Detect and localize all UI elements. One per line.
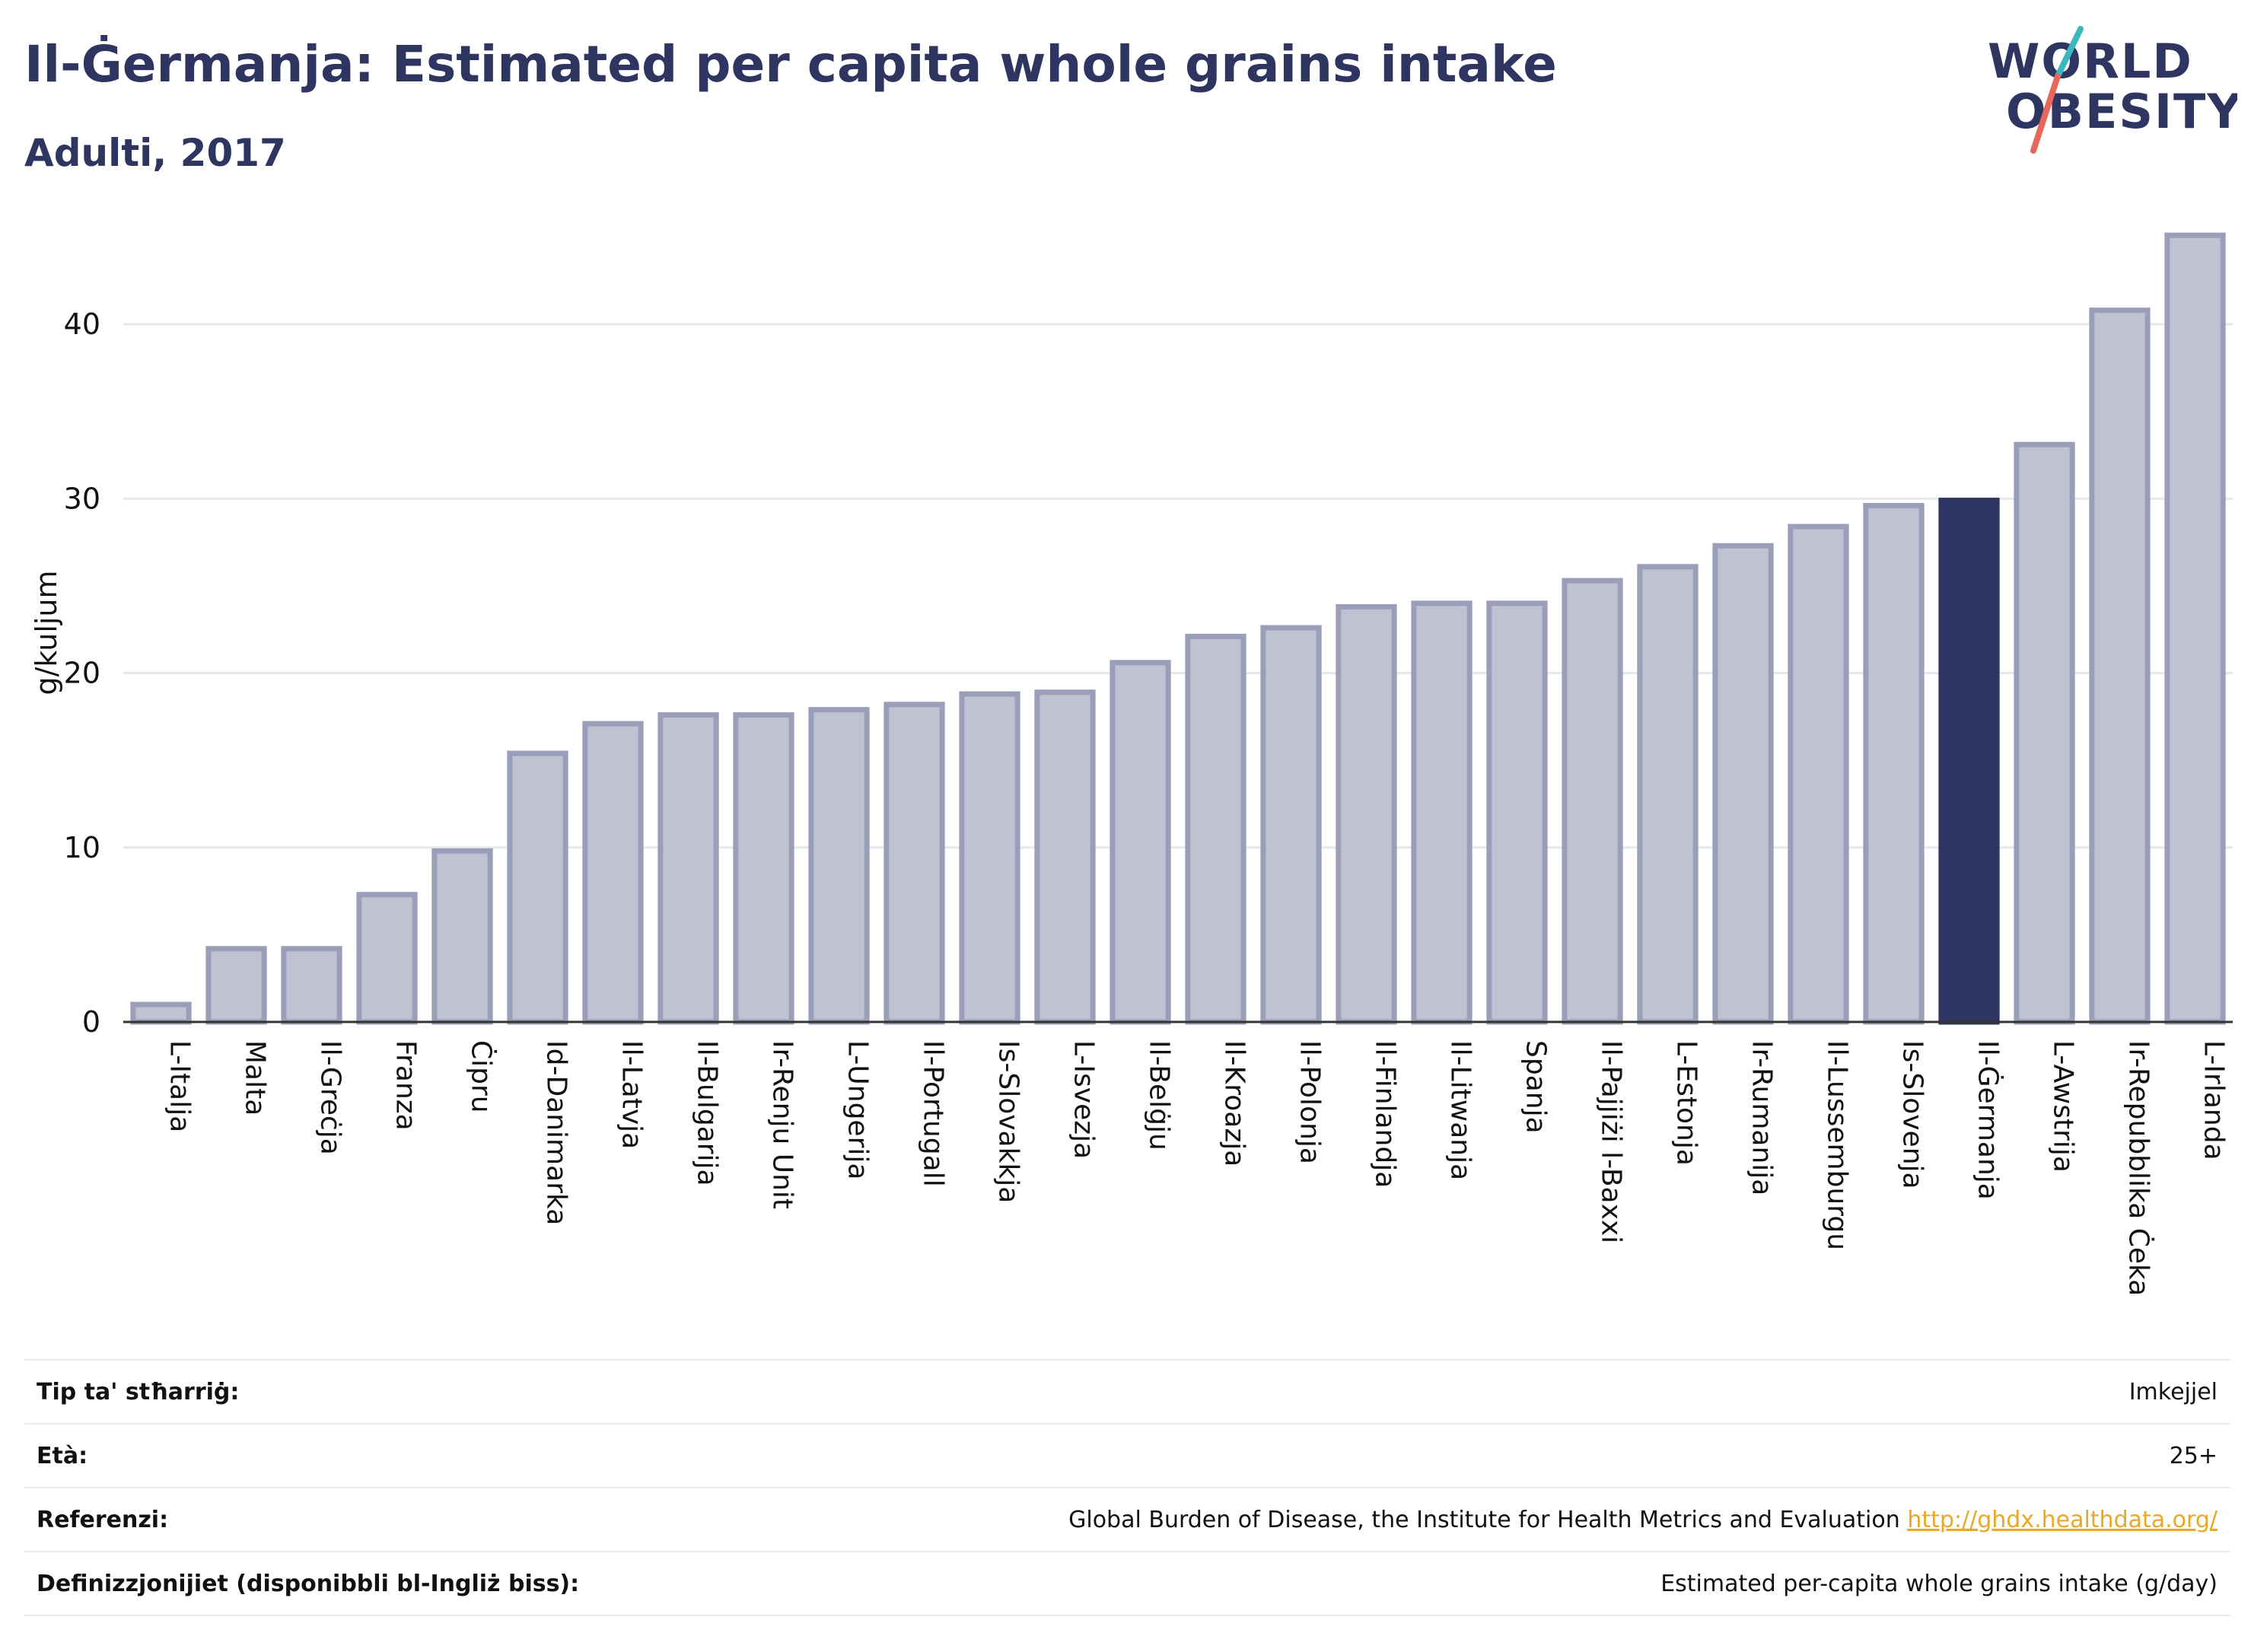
- logo-slash-red: [2030, 73, 2061, 154]
- info-row-definitions: Definizzjonijiet (disponibbli bl-Ingliż …: [24, 1551, 2230, 1616]
- bar[interactable]: [356, 892, 418, 1025]
- x-tick-label: Il-Kroazja: [1219, 1040, 1250, 1167]
- bar[interactable]: [1486, 600, 1548, 1025]
- x-tick-label: Id-Danimarka: [541, 1040, 572, 1225]
- x-tick-label: L-Estonja: [1671, 1040, 1702, 1166]
- bars: [130, 232, 2226, 1025]
- info-value: Estimated per-capita whole grains intake…: [743, 1551, 2230, 1616]
- bar[interactable]: [1863, 502, 1925, 1025]
- bar[interactable]: [1938, 498, 2000, 1025]
- x-tick-label: Ir-Repubblika Ċeka: [2123, 1040, 2155, 1296]
- bar[interactable]: [1411, 600, 1473, 1025]
- bar[interactable]: [130, 1001, 192, 1025]
- info-value: Imkejjel: [743, 1359, 2230, 1424]
- x-tick-label: Il-Polonja: [1294, 1040, 1326, 1164]
- bar-chart: 0 10 20 30 40 L-Italja Malta Il-Greċja Franza Ċip…: [30, 232, 2233, 1296]
- bar[interactable]: [431, 848, 493, 1025]
- info-value: Global Burden of Disease, the Institute …: [1068, 1506, 1900, 1533]
- bar[interactable]: [733, 712, 794, 1025]
- x-tick-label: Franza: [390, 1040, 422, 1131]
- x-tick-label: Il-Ġermanja: [1972, 1040, 2004, 1200]
- y-tick-label: 10: [64, 831, 100, 864]
- x-tick-label: Ir-Rumanija: [1746, 1040, 1778, 1195]
- y-tick-label: 30: [64, 482, 100, 515]
- x-tick-label: Il-Portugall: [918, 1040, 949, 1187]
- info-value-cell: Global Burden of Disease, the Institute …: [743, 1487, 2230, 1552]
- bar[interactable]: [281, 946, 342, 1025]
- y-tick-label: 20: [64, 657, 100, 690]
- bar[interactable]: [2014, 441, 2075, 1025]
- axes: 0 10 20 30 40 L-Italja Malta Il-Greċja Franza Ċip…: [64, 307, 2233, 1296]
- bar[interactable]: [205, 946, 267, 1025]
- x-tick-label: Il-Greċja: [315, 1040, 346, 1155]
- info-key: Definizzjonijiet (disponibbli bl-Ingliż …: [24, 1551, 743, 1616]
- logo-word-world: WORLD: [1988, 33, 2193, 89]
- x-tick-label: Is-Slovenja: [1897, 1040, 1928, 1189]
- x-tick-label: Malta: [240, 1040, 271, 1116]
- logo-slash-teal: [2055, 26, 2084, 79]
- bar[interactable]: [507, 750, 568, 1025]
- bar[interactable]: [1034, 689, 1096, 1025]
- x-tick-label: L-Awstrija: [2048, 1040, 2079, 1173]
- x-tick-label: Il-Finlandja: [1370, 1040, 1401, 1188]
- x-tick-label: L-Irlanda: [2198, 1040, 2230, 1160]
- info-row-age: Età: 25+: [24, 1423, 2230, 1488]
- bar[interactable]: [1185, 633, 1246, 1025]
- bar[interactable]: [1260, 625, 1322, 1025]
- x-tick-label: Il-Litwanja: [1445, 1040, 1476, 1180]
- bar[interactable]: [1637, 564, 1699, 1025]
- info-key: Referenzi:: [24, 1487, 743, 1552]
- x-tick-label: Il-Belġju: [1144, 1040, 1175, 1151]
- bar[interactable]: [1712, 543, 1774, 1025]
- chart-title: Il-Ġermanja: Estimated per capita whole …: [24, 35, 1557, 94]
- x-tick-label: Il-Bulgarija: [692, 1040, 723, 1186]
- x-tick-label: Il-Latvja: [616, 1040, 648, 1149]
- info-row-survey-type: Tip ta' stħarriġ: Imkejjel: [24, 1359, 2230, 1424]
- bar[interactable]: [808, 707, 870, 1025]
- x-tick-label: L-Italja: [164, 1040, 196, 1132]
- y-tick-label: 40: [64, 307, 100, 341]
- info-value: 25+: [743, 1423, 2230, 1488]
- bar[interactable]: [1336, 603, 1397, 1025]
- x-tick-label: Il-Lussemburgu: [1822, 1040, 1853, 1250]
- x-tick-label: Spanja: [1520, 1040, 1552, 1134]
- x-tick-label: L-Isvezja: [1068, 1040, 1100, 1159]
- bar[interactable]: [657, 712, 719, 1025]
- bar[interactable]: [884, 702, 945, 1025]
- bar[interactable]: [1788, 524, 1849, 1025]
- x-tick-label: Is-Slovakkja: [993, 1040, 1024, 1203]
- bar[interactable]: [959, 691, 1020, 1025]
- x-tick-label: Il-Pajjiżi l-Baxxi: [1596, 1040, 1627, 1243]
- info-key: Tip ta' stħarriġ:: [24, 1359, 743, 1424]
- world-obesity-logo[interactable]: WORLD OBESITY: [1979, 23, 2237, 160]
- bar[interactable]: [1562, 578, 1623, 1025]
- info-key: Età:: [24, 1423, 743, 1488]
- bar[interactable]: [2164, 232, 2226, 1025]
- reference-link[interactable]: http://ghdx.healthdata.org/: [1907, 1506, 2218, 1533]
- bar[interactable]: [2089, 307, 2151, 1025]
- info-row-references: Referenzi: Global Burden of Disease, the…: [24, 1487, 2230, 1552]
- y-tick-label: 0: [82, 1005, 100, 1039]
- bar[interactable]: [1110, 660, 1171, 1025]
- x-tick-label: L-Ungerija: [842, 1040, 874, 1179]
- bar[interactable]: [582, 721, 644, 1025]
- x-tick-label: Ir-Renju Unit: [767, 1040, 798, 1209]
- y-axis-label: g/kuljum: [30, 570, 63, 695]
- info-table: Tip ta' stħarriġ: Imkejjel Età: 25+ Refe…: [24, 1359, 2230, 1616]
- x-tick-label: Ċipru: [466, 1040, 498, 1113]
- chart-subtitle: Adulti, 2017: [24, 131, 286, 175]
